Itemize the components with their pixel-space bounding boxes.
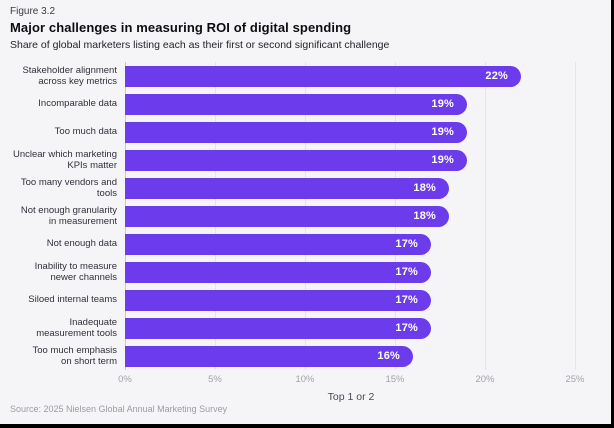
- bar: 18%: [125, 205, 449, 227]
- category-label: Incomparable data: [38, 98, 117, 110]
- category-label: Inadequate measurement tools: [36, 316, 117, 340]
- bar-row: Not enough granularity in measurement 18%: [0, 202, 611, 230]
- bar: 19%: [125, 121, 467, 143]
- figure-label: Figure 3.2: [10, 6, 56, 17]
- bar: 19%: [125, 93, 467, 115]
- bar-value-label: 19%: [431, 98, 454, 110]
- x-axis-ticks: 0% 5% 10% 15% 20% 25%: [118, 374, 595, 387]
- bar-track: 22%: [125, 65, 611, 87]
- bar-track: 19%: [125, 149, 611, 171]
- chart-subtitle: Share of global marketers listing each a…: [10, 39, 390, 51]
- x-tick-label: 0%: [118, 374, 132, 385]
- bar-row: Stakeholder alignment across key metrics…: [0, 62, 611, 90]
- bar: 16%: [125, 345, 413, 367]
- bar: 17%: [125, 289, 431, 311]
- bar-row: Too many vendors and tools 18%: [0, 174, 611, 202]
- bar-chart: Stakeholder alignment across key metrics…: [0, 62, 611, 403]
- bar: 22%: [125, 65, 521, 87]
- bar-value-label: 17%: [395, 266, 418, 278]
- bar-track: 18%: [125, 205, 611, 227]
- bar-track: 18%: [125, 177, 611, 199]
- bar-track: 17%: [125, 289, 611, 311]
- chart-title: Major challenges in measuring ROI of dig…: [10, 20, 352, 35]
- bar-value-label: 18%: [413, 210, 436, 222]
- bar-track: 17%: [125, 317, 611, 339]
- x-tick-label: 5%: [208, 374, 222, 385]
- bar-value-label: 22%: [485, 70, 508, 82]
- bar-row: Too much data 19%: [0, 118, 611, 146]
- x-axis-label: Top 1 or 2: [327, 391, 375, 403]
- bar-value-label: 18%: [413, 182, 436, 194]
- bar: 17%: [125, 317, 431, 339]
- x-tick-label: 25%: [565, 374, 585, 385]
- bar-track: 19%: [125, 121, 611, 143]
- bar: 17%: [125, 233, 431, 255]
- category-label: Too many vendors and tools: [20, 176, 117, 200]
- bar-row: Incomparable data 19%: [0, 90, 611, 118]
- category-label: Not enough data: [46, 238, 117, 250]
- category-label: Not enough granularity in measurement: [20, 204, 117, 228]
- chart-header: Figure 3.2 Major challenges in measuring…: [10, 6, 601, 51]
- bar-track: 19%: [125, 93, 611, 115]
- bar: 18%: [125, 177, 449, 199]
- bar-row: Inadequate measurement tools 17%: [0, 314, 611, 342]
- category-label: Too much data: [54, 126, 117, 138]
- bar-row: Not enough data 17%: [0, 230, 611, 258]
- category-label: Inability to measure newer channels: [34, 260, 117, 284]
- x-tick-label: 20%: [475, 374, 495, 385]
- bar-value-label: 19%: [431, 154, 454, 166]
- source-note: Source: 2025 Nielsen Global Annual Marke…: [10, 404, 228, 414]
- bar-value-label: 16%: [377, 350, 400, 362]
- bar: 19%: [125, 149, 467, 171]
- bar-track: 16%: [125, 345, 611, 367]
- category-label: Too much emphasis on short term: [32, 344, 117, 368]
- bar-track: 17%: [125, 233, 611, 255]
- bar-row: Unclear which marketing KPIs matter 19%: [0, 146, 611, 174]
- bar-track: 17%: [125, 261, 611, 283]
- bar-row: Too much emphasis on short term 16%: [0, 342, 611, 370]
- bar-value-label: 19%: [431, 126, 454, 138]
- category-label: Siloed internal teams: [28, 294, 117, 306]
- x-tick-label: 10%: [295, 374, 315, 385]
- bar: 17%: [125, 261, 431, 283]
- category-label: Stakeholder alignment across key metrics: [22, 64, 117, 88]
- x-tick-label: 15%: [385, 374, 405, 385]
- bar-value-label: 17%: [395, 294, 418, 306]
- bar-rows: Stakeholder alignment across key metrics…: [0, 62, 611, 370]
- bar-value-label: 17%: [395, 322, 418, 334]
- bar-row: Siloed internal teams 17%: [0, 286, 611, 314]
- category-label: Unclear which marketing KPIs matter: [12, 148, 117, 172]
- bar-row: Inability to measure newer channels 17%: [0, 258, 611, 286]
- bar-value-label: 17%: [395, 238, 418, 250]
